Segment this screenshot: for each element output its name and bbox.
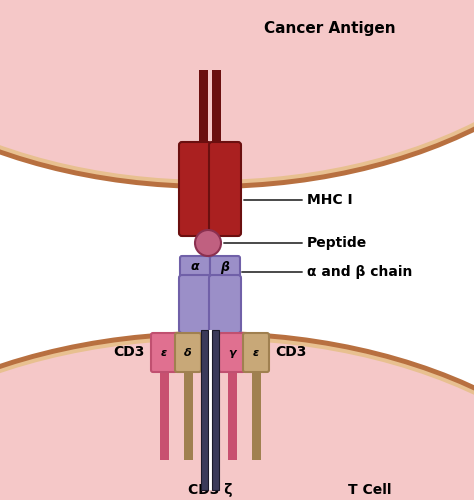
- Bar: [212, 330, 238, 340]
- Text: δ: δ: [184, 348, 192, 358]
- Ellipse shape: [0, 336, 474, 500]
- Text: ε: ε: [253, 348, 259, 358]
- FancyBboxPatch shape: [219, 333, 245, 372]
- Ellipse shape: [0, 0, 474, 189]
- FancyBboxPatch shape: [210, 256, 240, 278]
- Text: MHC I: MHC I: [307, 193, 353, 207]
- Bar: [212, 330, 219, 490]
- Bar: [208, 330, 213, 490]
- Bar: [182, 330, 208, 340]
- Ellipse shape: [0, 0, 474, 180]
- Text: CD3: CD3: [114, 346, 145, 360]
- Text: T Cell: T Cell: [348, 483, 392, 497]
- FancyBboxPatch shape: [209, 142, 241, 236]
- Bar: [212, 70, 221, 145]
- Text: α: α: [191, 260, 199, 274]
- Bar: [184, 370, 193, 460]
- Ellipse shape: [0, 340, 474, 500]
- FancyBboxPatch shape: [180, 256, 210, 278]
- Ellipse shape: [0, 0, 474, 184]
- Text: CD3: CD3: [275, 346, 306, 360]
- Text: Peptide: Peptide: [307, 236, 367, 250]
- Bar: [160, 370, 169, 460]
- FancyBboxPatch shape: [243, 333, 269, 372]
- Text: CD3 ζ: CD3 ζ: [188, 483, 232, 497]
- Text: ε: ε: [161, 348, 167, 358]
- Ellipse shape: [0, 331, 474, 500]
- FancyBboxPatch shape: [179, 142, 211, 236]
- Bar: [252, 370, 261, 460]
- Text: β: β: [220, 260, 229, 274]
- FancyBboxPatch shape: [209, 275, 241, 333]
- Text: Cancer Antigen: Cancer Antigen: [264, 20, 396, 36]
- Bar: [201, 330, 208, 490]
- Circle shape: [195, 230, 221, 256]
- Text: γ: γ: [228, 348, 236, 358]
- Text: α and β chain: α and β chain: [307, 265, 412, 279]
- FancyBboxPatch shape: [179, 275, 211, 333]
- FancyBboxPatch shape: [151, 333, 177, 372]
- Bar: [228, 370, 237, 460]
- FancyBboxPatch shape: [175, 333, 201, 372]
- Bar: [199, 70, 208, 145]
